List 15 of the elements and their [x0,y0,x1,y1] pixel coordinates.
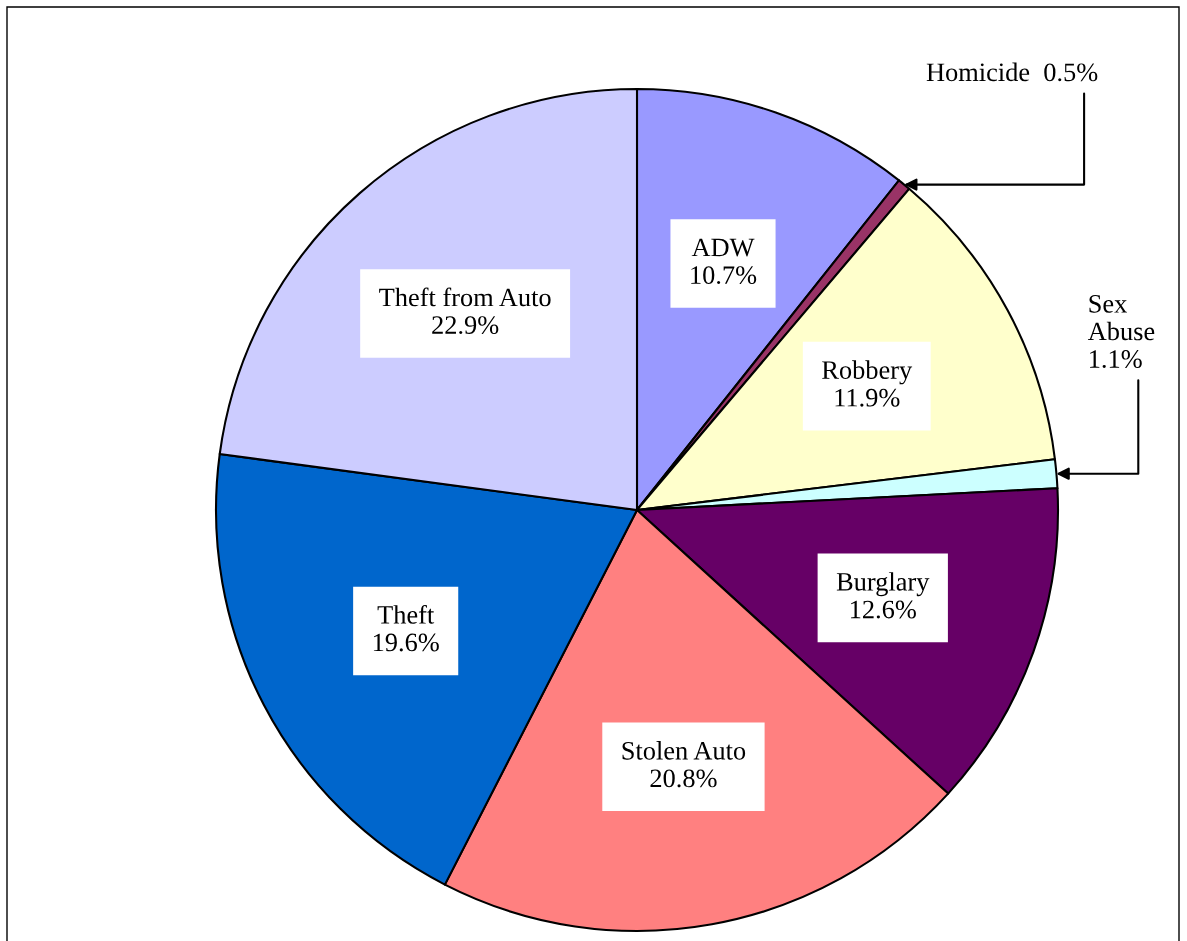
data-label: 19.6% [373,633,439,652]
data-label: 20.8% [650,769,717,788]
data-label: 11.9% [835,388,900,407]
slice-label: Burglary [836,572,930,597]
slice-label: Theft [377,604,435,624]
slice-label: Sex Abuse [1087,294,1155,341]
slice-label: Stolen Auto [622,741,746,760]
data-label: 10.7% [691,266,757,285]
data-label: 12.6% [851,600,916,619]
data-label: 22.9% [432,316,499,335]
slice-label: Homicide 0.5% [926,62,1098,82]
slice-label: Theft from Auto [379,287,551,307]
data-label: 1.1% [1090,350,1142,369]
slice-label: ADW [691,238,755,257]
slice-label: Robbery [822,360,913,385]
